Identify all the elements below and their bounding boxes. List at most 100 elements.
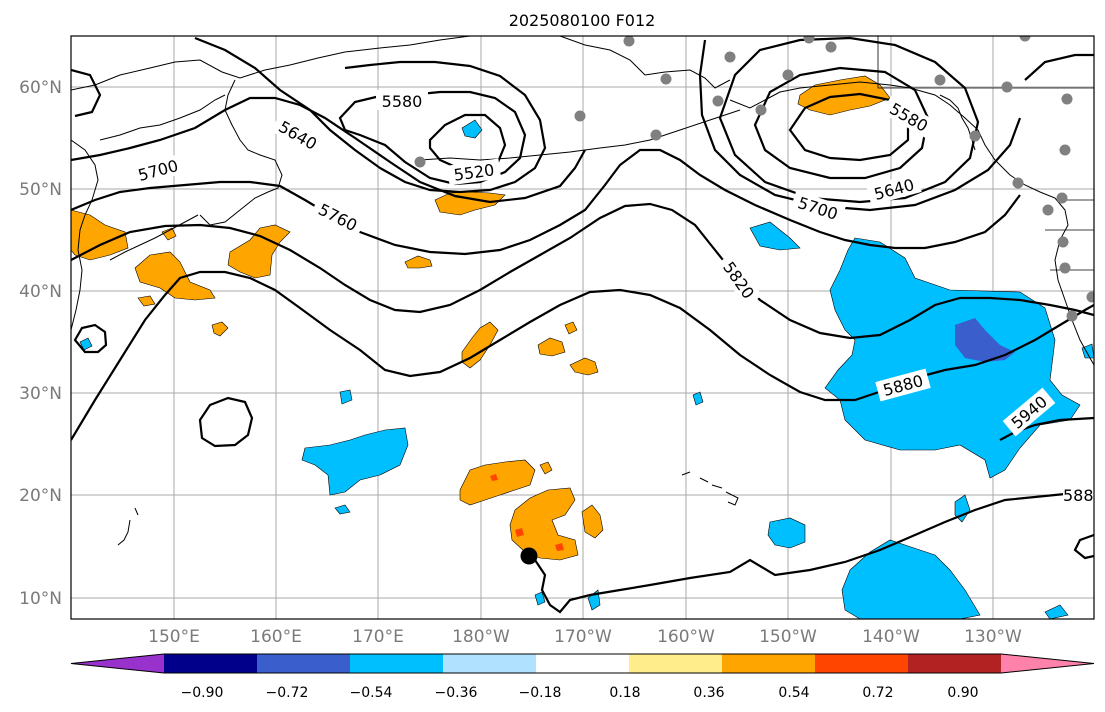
colorbar-segments <box>70 653 1095 674</box>
positive-area-south2 <box>509 487 579 561</box>
storm-center-marker <box>520 547 538 565</box>
station-marker <box>650 129 662 141</box>
station-marker <box>1061 93 1073 105</box>
contour-5940 <box>999 416 1094 441</box>
contour-low-dateline <box>198 396 254 448</box>
contour-east-ring <box>1024 53 1094 81</box>
lon-label: 150°W <box>759 627 817 647</box>
contour-nw-ring <box>71 68 102 118</box>
longitude-labels: 150°E 160°E 170°E 180°W 170°W 160°W 150°… <box>148 627 1022 647</box>
positive-area-small-d <box>539 461 553 475</box>
border-us-canada <box>877 36 1094 89</box>
lon-label: 140°W <box>862 627 920 647</box>
station-marker <box>755 104 767 116</box>
positive-strong-core1 <box>515 528 524 537</box>
station-marker <box>782 69 794 81</box>
lon-label: 160°E <box>250 627 302 647</box>
negative-area-small3 <box>339 389 353 405</box>
coast-hawaii <box>681 471 739 506</box>
negative-strong-core <box>955 318 1015 362</box>
coast-asia-east <box>71 139 99 331</box>
negative-area-small4 <box>587 589 601 611</box>
contour-ring-sw <box>73 323 108 354</box>
positive-area-w2 <box>227 224 291 279</box>
colorbar-tick-label: 0.18 <box>609 685 640 701</box>
colorbar-segment <box>722 654 815 673</box>
latitude-labels: 60°N 50°N 40°N 30°N 20°N 10°N <box>19 78 62 609</box>
contour-label: 5580 <box>382 92 423 111</box>
coast-kurils <box>109 214 199 261</box>
colorbar-tick-label: −0.36 <box>435 685 478 701</box>
negative-area-small1 <box>767 517 806 549</box>
coast-sea-of-okhotsk <box>99 94 226 141</box>
positive-strong-core3 <box>490 474 498 481</box>
station-marker <box>1059 262 1071 274</box>
station-markers <box>414 36 1094 322</box>
station-marker <box>1001 81 1013 93</box>
positive-area-small-c <box>161 227 177 241</box>
positive-area-south1 <box>459 459 536 506</box>
contour-5880 <box>71 270 1094 441</box>
station-marker <box>1086 291 1094 303</box>
height-contours <box>71 36 1094 614</box>
negative-area-alaska-gulf <box>749 221 801 251</box>
station-marker <box>1066 310 1078 322</box>
colorbar-outline <box>70 653 1095 674</box>
colorbar-tick-label: −0.90 <box>181 685 224 701</box>
station-marker <box>574 110 586 122</box>
colorbar-segment <box>257 654 350 673</box>
lat-label: 40°N <box>19 282 62 302</box>
negative-area-small11 <box>534 591 546 606</box>
map-title: 2025080100 F012 <box>509 11 656 30</box>
contour-5520 <box>428 113 507 172</box>
positive-area-kamchatka <box>71 209 129 261</box>
negative-area-small6 <box>1044 604 1069 619</box>
positive-area-w1 <box>134 251 216 301</box>
colorbar-tick-label: 0.72 <box>862 685 893 701</box>
colorbar-tick-labels: −0.90 −0.72 −0.54 −0.36 −0.18 0.18 0.36 … <box>181 685 979 701</box>
map-frame <box>70 35 1095 620</box>
coast-kamchatka <box>199 79 283 226</box>
positive-strong-core2 <box>555 543 564 551</box>
negative-area-small5 <box>461 119 483 139</box>
colorbar-segment <box>71 654 164 673</box>
lat-label: 60°N <box>19 78 62 98</box>
station-marker <box>803 36 815 44</box>
contour-5640-east <box>718 36 980 204</box>
map-area: 5580 5640 5700 5520 5760 5820 5880 5940 … <box>71 36 1094 619</box>
station-marker <box>1019 36 1031 42</box>
colorbar-tick-label: 0.36 <box>693 685 724 701</box>
contour-5700-west <box>71 96 586 204</box>
contour-5820 <box>71 202 1094 340</box>
colorbar-segment <box>629 654 722 673</box>
lat-label: 10°N <box>19 589 62 609</box>
contour-label: 588 <box>1063 486 1094 505</box>
negative-area-small10 <box>334 504 351 515</box>
colorbar-segment <box>815 654 908 673</box>
contour-588-south <box>534 486 1094 614</box>
negative-area-small2 <box>954 494 971 523</box>
lon-label: 170°W <box>554 627 612 647</box>
positive-area-small-a <box>404 255 433 269</box>
station-marker <box>1042 204 1054 216</box>
coast-north-america-west <box>1054 209 1094 366</box>
positive-area-south3 <box>581 504 604 539</box>
lon-label: 180°W <box>452 627 510 647</box>
lat-label: 30°N <box>19 384 62 404</box>
station-marker <box>414 156 426 168</box>
positive-area-central2 <box>537 337 566 357</box>
station-marker <box>934 74 946 86</box>
positive-shading <box>71 75 891 561</box>
colorbar-segment <box>350 654 443 673</box>
negative-area-central <box>301 427 409 496</box>
coast-japan-islands <box>117 507 139 546</box>
negative-area-small8 <box>1081 343 1094 359</box>
colorbar-tick-label: −0.54 <box>350 685 393 701</box>
station-marker <box>724 51 736 63</box>
positive-area-small-e <box>564 321 578 335</box>
colorbar-segment <box>1001 654 1094 673</box>
coast-alaska-north <box>559 36 731 89</box>
colorbar: −0.90 −0.72 −0.54 −0.36 −0.18 0.18 0.36 … <box>70 653 1095 701</box>
station-marker <box>623 36 635 47</box>
station-marker <box>1057 236 1069 248</box>
